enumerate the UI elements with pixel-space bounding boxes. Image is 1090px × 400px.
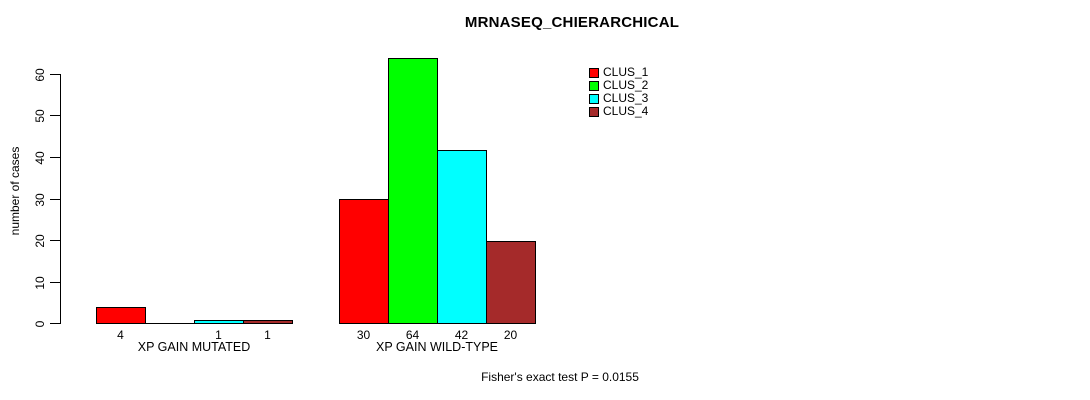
y-axis-line [60,74,61,324]
y-tick [50,323,60,324]
legend-label: CLUS_4 [603,104,649,118]
bar-clus_4 [486,241,536,324]
y-tick [50,282,60,283]
legend-swatch-clus_3 [589,93,599,104]
x-axis-category-label: XP GAIN MUTATED [137,340,251,354]
y-tick-label: 10 [33,275,47,290]
y-tick [50,199,60,200]
bar-value-label: 42 [454,328,469,342]
y-tick-label: 50 [33,108,47,123]
y-tick [50,157,60,158]
bar-clus_3 [194,320,244,324]
y-tick-label: 30 [33,192,47,207]
y-axis-label: number of cases [8,146,22,236]
bar-value-label: 20 [503,328,518,342]
legend-item: CLUS_2 [589,78,649,92]
y-tick-label: 20 [33,233,47,248]
y-tick [50,115,60,116]
y-tick [50,74,60,75]
y-tick-label: 60 [33,67,47,82]
legend-label: CLUS_2 [603,78,649,92]
bar-clus_1 [339,199,389,324]
legend-label: CLUS_3 [603,91,649,105]
bar-value-label: 4 [117,328,124,342]
legend-item: CLUS_4 [589,104,649,118]
y-tick-label: 40 [33,150,47,165]
bar-value-label: 30 [356,328,371,342]
bar-clus_2 [388,58,438,324]
bar-value-label: 1 [215,328,222,342]
bar-clus_4 [243,320,293,324]
legend-item: CLUS_3 [589,91,649,105]
footer-note: Fisher's exact test P = 0.0155 [481,370,639,384]
bar-value-label: 1 [264,328,271,342]
y-tick-label: 0 [33,320,47,327]
legend-item: CLUS_1 [589,65,649,79]
legend-swatch-clus_4 [589,106,599,117]
legend-label: CLUS_1 [603,65,649,79]
bar-value-label: 64 [405,328,420,342]
bar-clus_3 [437,150,487,324]
y-tick [50,240,60,241]
legend-swatch-clus_2 [589,80,599,91]
legend-swatch-clus_1 [589,67,599,78]
bar-clus_2-zero [145,323,194,324]
bar-clus_1 [96,307,146,324]
x-axis-category-label: XP GAIN WILD-TYPE [375,340,499,354]
chart-title: MRNASEQ_CHIERARCHICAL [464,14,680,31]
